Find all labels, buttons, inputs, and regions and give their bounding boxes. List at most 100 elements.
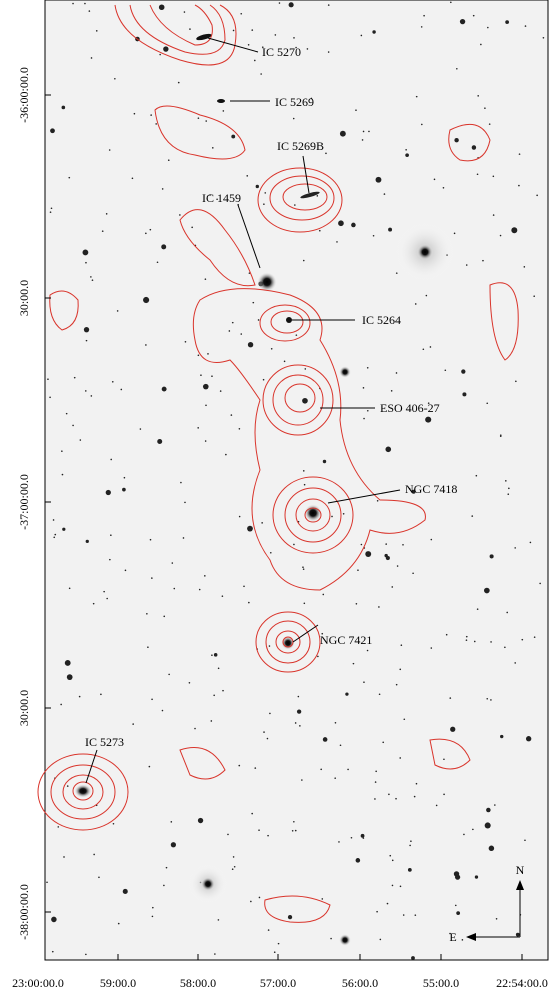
- star: [395, 797, 397, 800]
- star: [494, 804, 496, 806]
- star: [165, 866, 168, 869]
- star: [197, 354, 200, 357]
- star: [399, 668, 402, 671]
- star: [524, 839, 526, 842]
- star: [247, 43, 250, 46]
- star: [375, 176, 382, 183]
- leader-line: [85, 749, 98, 784]
- star: [258, 896, 261, 899]
- star: [149, 228, 152, 231]
- star: [131, 177, 134, 180]
- star: [257, 319, 260, 321]
- star: [157, 439, 163, 445]
- star: [471, 515, 474, 517]
- star: [293, 37, 295, 39]
- star: [461, 369, 466, 374]
- star: [302, 470, 305, 472]
- star: [145, 344, 147, 346]
- star: [293, 543, 295, 546]
- star: [360, 543, 363, 546]
- radio-contours: [37, 4, 519, 923]
- star: [365, 551, 372, 557]
- x-tick-label: 23:00:00.0: [12, 976, 64, 990]
- star: [92, 602, 95, 605]
- star: [205, 404, 207, 407]
- star: [415, 95, 418, 98]
- star: [379, 938, 382, 941]
- star: [361, 139, 364, 141]
- star: [213, 653, 218, 657]
- star: [396, 565, 399, 567]
- star: [450, 1, 452, 4]
- x-tick-label: 55:00.0: [423, 976, 459, 990]
- x-tick-label: 57:00.0: [260, 976, 296, 990]
- star: [100, 693, 102, 696]
- star: [374, 798, 376, 800]
- star: [110, 458, 113, 461]
- star: [339, 130, 346, 137]
- star: [222, 110, 225, 112]
- star: [72, 2, 74, 5]
- star: [46, 881, 48, 884]
- star: [73, 376, 76, 379]
- star: [250, 900, 252, 903]
- star: [482, 259, 484, 262]
- star: [294, 829, 297, 832]
- star: [283, 360, 286, 363]
- object-label: IC 5269: [275, 95, 314, 109]
- star: [50, 128, 55, 134]
- star: [499, 435, 502, 438]
- star: [477, 95, 479, 97]
- star: [238, 764, 241, 767]
- star: [270, 347, 273, 350]
- star: [362, 837, 365, 839]
- star: [207, 353, 209, 355]
- star: [395, 683, 398, 686]
- star: [484, 107, 486, 109]
- star: [415, 782, 418, 785]
- star: [198, 588, 201, 591]
- star: [506, 611, 509, 614]
- star: [103, 590, 105, 593]
- star: [72, 424, 74, 427]
- star: [321, 632, 324, 635]
- star: [533, 636, 536, 638]
- star: [355, 858, 361, 863]
- object-label: IC 1459: [202, 191, 241, 205]
- star: [204, 440, 207, 442]
- star: [484, 822, 491, 829]
- star: [101, 230, 104, 232]
- star: [492, 175, 495, 178]
- star: [372, 234, 375, 237]
- x-tick-label: 59:00.0: [100, 976, 136, 990]
- object-label: IC 5269B: [277, 139, 324, 153]
- star: [105, 213, 108, 215]
- star: [366, 649, 369, 652]
- star: [299, 725, 301, 727]
- star: [492, 214, 495, 216]
- leader-line: [302, 155, 310, 194]
- star: [444, 369, 447, 372]
- star: [79, 439, 82, 441]
- star: [197, 817, 204, 824]
- star: [360, 833, 365, 838]
- star: [254, 767, 257, 769]
- star: [495, 917, 498, 920]
- star: [297, 695, 300, 698]
- star: [355, 109, 357, 111]
- star: [391, 884, 394, 887]
- star: [293, 820, 295, 823]
- star: [303, 602, 306, 605]
- star: [66, 674, 73, 681]
- star: [504, 646, 506, 649]
- star: [90, 276, 92, 278]
- star: [151, 698, 153, 701]
- star: [278, 2, 281, 4]
- star: [413, 795, 416, 798]
- star: [374, 781, 377, 783]
- star: [409, 844, 411, 847]
- star: [385, 543, 387, 545]
- star: [488, 845, 495, 852]
- star: [334, 721, 337, 724]
- galaxies: [74, 33, 455, 946]
